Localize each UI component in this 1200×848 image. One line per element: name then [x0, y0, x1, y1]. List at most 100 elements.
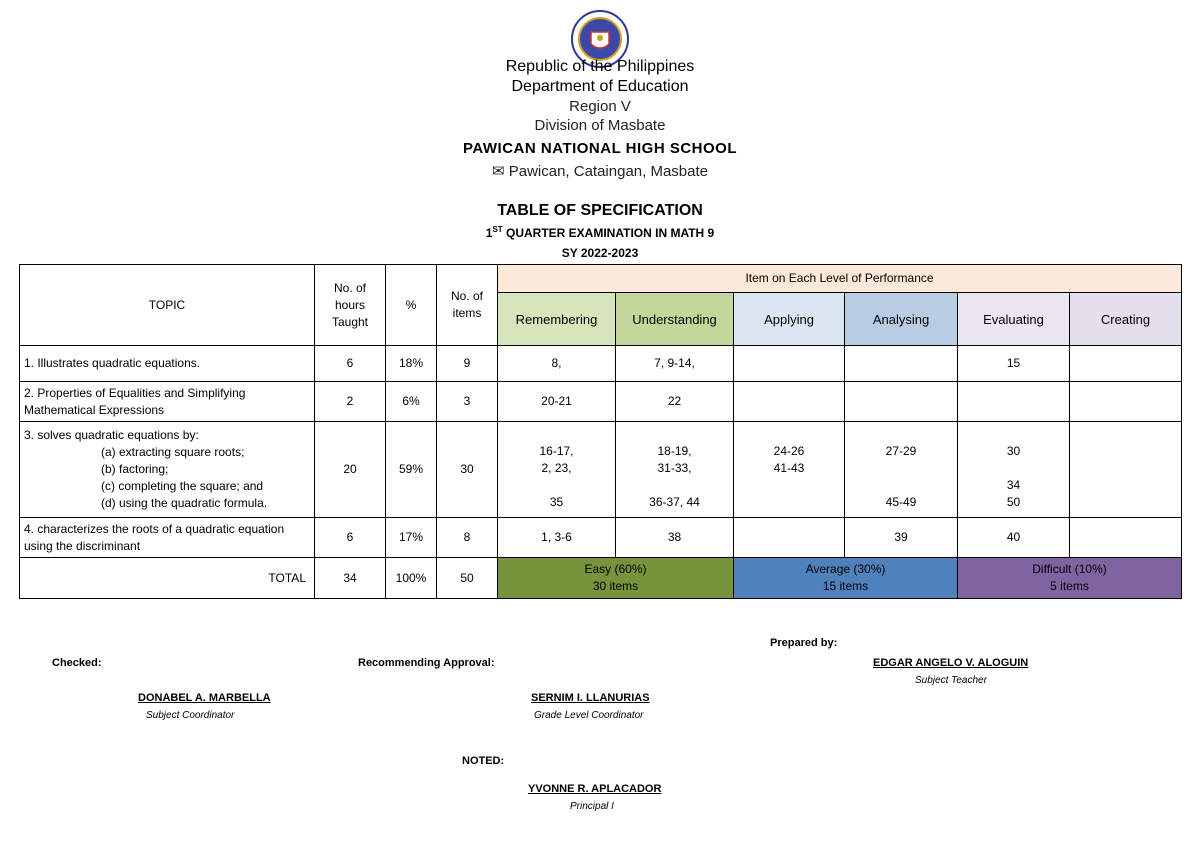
items-cell: 8 [436, 517, 498, 558]
quarter-number: 1 [485, 226, 493, 240]
level-cell-understanding: 18-19, 31-33, 36-37, 44 [615, 421, 734, 518]
prepared-by-label: Prepared by: [770, 637, 838, 649]
level-cell-evaluating: 30 34 50 [957, 421, 1070, 518]
hours-cell: 6 [314, 517, 386, 558]
department-line: Department of Education [511, 78, 689, 95]
level-cell-creating [1069, 345, 1182, 382]
quarter-text: QUARTER EXAMINATION IN MATH 9 [502, 226, 715, 240]
level-cell-analysing [844, 345, 958, 382]
level-cell-remembering: 20-21 [497, 381, 616, 422]
level-cell-evaluating [957, 381, 1070, 422]
percent-cell: 59% [385, 421, 437, 518]
level-cell-analysing: 39 [844, 517, 958, 558]
prepared-by-role: Subject Teacher [915, 675, 987, 686]
level-cell-remembering: 8, [497, 345, 616, 382]
header-level-creating: Creating [1069, 292, 1182, 346]
level-cell-evaluating: 15 [957, 345, 1070, 382]
header-topic: TOPIC [19, 264, 315, 346]
level-cell-line [738, 477, 840, 494]
subtopic-text: (d) using the quadratic formula. [101, 496, 268, 510]
level-cell-line: 2, 23, [541, 460, 572, 475]
prepared-by-name: EDGAR ANGELO V. ALOGUIN [873, 657, 1029, 669]
level-cell-applying: 24-26 41-43 [733, 421, 845, 518]
school-year: SY 2022-2023 [561, 246, 639, 260]
quarter-suffix: ST [492, 225, 503, 234]
percent-cell: 17% [385, 517, 437, 558]
header-levels-title: Item on Each Level of Performance [497, 264, 1182, 293]
level-cell-creating [1069, 517, 1182, 558]
specification-table: TOPIC No. of hours Taught % No. of items… [19, 264, 1182, 599]
header-percent: % [385, 264, 437, 346]
level-cell-remembering: 1, 3-6 [497, 517, 616, 558]
total-label: TOTAL [19, 557, 315, 599]
level-cell-line [1074, 477, 1177, 494]
recommending-role: Grade Level Coordinator [534, 710, 644, 721]
level-cell-line [849, 460, 953, 477]
checked-role: Subject Coordinator [146, 710, 235, 721]
school-name: PAWICAN NATIONAL HIGH SCHOOL [463, 140, 737, 157]
level-cell-line: 45-49 [885, 494, 917, 509]
subtopic-text: (b) factoring; [101, 462, 169, 476]
topic-text: 2. Properties of Equalities and Simplify… [24, 385, 246, 417]
deped-seal-logo [571, 10, 629, 73]
address-line: ✉ Pawican, Cataingan, Masbate [0, 162, 1200, 180]
checked-label: Checked: [52, 657, 102, 669]
total-items: 50 [436, 557, 498, 599]
level-cell-understanding: 38 [615, 517, 734, 558]
level-cell-applying [733, 345, 845, 382]
items-cell: 9 [436, 345, 498, 382]
table-row: 2. Properties of Equalities and Simplify… [19, 381, 1182, 422]
average-label: Average (30%) [805, 562, 886, 576]
subtopic-text: (c) completing the square; and [101, 479, 264, 493]
level-cell-line [738, 494, 840, 511]
noted-label: NOTED: [462, 755, 505, 767]
header-level-understanding: Understanding [615, 292, 734, 346]
percent-cell: 18% [385, 345, 437, 382]
subtopic-text: (a) extracting square roots; [101, 445, 245, 459]
level-cell-line [1074, 494, 1177, 511]
level-cell-creating [1069, 421, 1182, 518]
easy-label: Easy (60%) [584, 562, 647, 576]
hours-cell: 6 [314, 345, 386, 382]
header-level-remembering: Remembering [497, 292, 616, 346]
level-cell-understanding: 22 [615, 381, 734, 422]
level-cell-line [962, 460, 1065, 477]
topic-cell: 2. Properties of Equalities and Simplify… [19, 381, 315, 422]
level-cell-line: 30 [1006, 443, 1021, 458]
level-cell-line: 24-26 [773, 443, 805, 458]
total-percent: 100% [385, 557, 437, 599]
percent-cell: 6% [385, 381, 437, 422]
republic-line: Republic of the Philippines [505, 58, 695, 75]
level-cell-line: 18-19, [657, 443, 692, 458]
topic-cell: 1. Illustrates quadratic equations. [19, 345, 315, 382]
header-hours: No. of hours Taught [314, 264, 386, 346]
easy-count: 30 items [592, 579, 639, 593]
level-cell-line: 36-37, 44 [649, 494, 700, 509]
recommending-name: SERNIM I. LLANURIAS [531, 692, 650, 704]
difficult-count: 5 items [1050, 579, 1089, 593]
level-cell-line: 27-29 [885, 443, 917, 458]
checked-name: DONABEL A. MARBELLA [138, 692, 271, 704]
topic-cell: 3. solves quadratic equations by: (a) ext… [19, 421, 315, 518]
header-level-analysing: Analysing [844, 292, 958, 346]
average-count: 15 items [822, 579, 869, 593]
table-row: 3. solves quadratic equations by: (a) ext… [19, 421, 1182, 518]
level-cell-line: 35 [549, 494, 564, 509]
difficulty-average: Average (30%) 15 items [733, 557, 958, 599]
noted-name: YVONNE R. APLACADOR [528, 783, 662, 795]
level-cell-evaluating: 40 [957, 517, 1070, 558]
level-cell-creating [1069, 381, 1182, 422]
exam-subtitle: 1ST QUARTER EXAMINATION IN MATH 9 [0, 225, 1200, 240]
level-cell-analysing: 27-29 45-49 [844, 421, 958, 518]
header-level-evaluating: Evaluating [957, 292, 1070, 346]
items-cell: 30 [436, 421, 498, 518]
hours-cell: 20 [314, 421, 386, 518]
level-cell-line: 50 [1006, 494, 1021, 509]
level-cell-applying [733, 381, 845, 422]
level-cell-line [849, 477, 953, 494]
division-line: Division of Masbate [534, 117, 666, 134]
difficulty-easy: Easy (60%) 30 items [497, 557, 734, 599]
region-line: Region V [569, 98, 631, 115]
level-cell-analysing [844, 381, 958, 422]
level-cell-understanding: 7, 9-14, [615, 345, 734, 382]
